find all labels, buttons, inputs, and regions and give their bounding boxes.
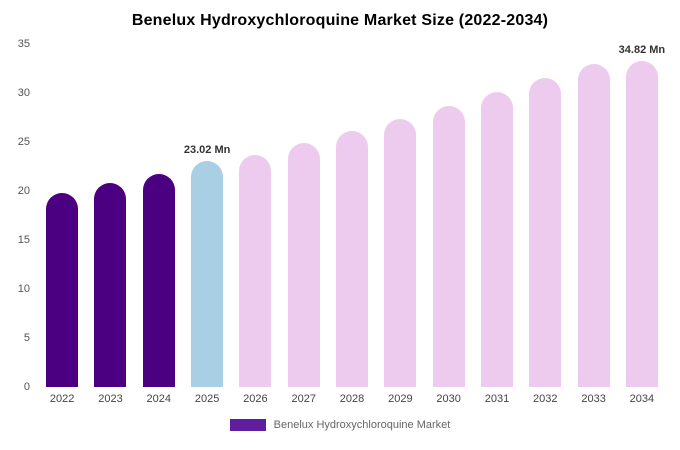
bar-2025 — [191, 161, 224, 387]
x-axis: 2022 2023 2024 2025 2026 2027 2028 2029 2030 2031… — [38, 393, 666, 405]
y-tick-label: 15 — [17, 234, 30, 246]
bar-slot-2022 — [38, 44, 86, 387]
bar-2027 — [287, 142, 320, 387]
bar-slot-2030 — [425, 44, 473, 387]
x-tick-label-2026: 2026 — [243, 393, 268, 405]
y-tick-label: 10 — [17, 283, 30, 295]
bar-value-label-2034: 34.82 Mn — [618, 44, 666, 56]
y-tick-label: 30 — [17, 87, 30, 99]
bar-2023 — [94, 183, 127, 387]
x-tick-label-2025: 2025 — [194, 393, 220, 405]
bar-slot-2028 — [328, 44, 376, 387]
bar-2029 — [384, 119, 417, 387]
x-tick-label-2027: 2027 — [291, 393, 316, 405]
bar-slot-2024 — [135, 44, 183, 387]
y-tick-label: 25 — [17, 136, 30, 148]
x-tick-label-2028: 2028 — [339, 393, 365, 405]
x-tick-label-2024: 2024 — [146, 393, 172, 405]
y-tick-label: 5 — [23, 332, 30, 344]
bar-2026 — [239, 154, 272, 387]
x-tick-label-2033: 2033 — [581, 393, 606, 405]
x-tick-label-2031: 2031 — [484, 393, 510, 405]
legend-label: Benelux Hydroxychloroquine Market — [273, 419, 451, 431]
y-tick-label: 20 — [17, 185, 30, 197]
bar-2033 — [577, 63, 610, 387]
bar-2024 — [142, 174, 175, 387]
bar-slot-2033 — [569, 44, 617, 387]
bar-slot-2023 — [86, 44, 134, 387]
x-tick-label-2029: 2029 — [388, 393, 413, 405]
bar-slot-2027 — [280, 44, 328, 387]
bar-2028 — [336, 131, 369, 387]
bar-2030 — [432, 105, 465, 387]
bars-group: 23.02 Mn 34.82 Mn — [38, 44, 666, 387]
legend-swatch — [229, 419, 266, 431]
x-tick-label-2030: 2030 — [436, 393, 461, 405]
bar-slot-2026 — [231, 44, 279, 387]
bar-slot-2034: 34.82 Mn — [618, 44, 666, 387]
chart-title: Benelux Hydroxychloroquine Market Size (… — [131, 12, 549, 29]
plot-area: 0 5 10 15 20 25 30 35 23.02 Mn 34.82 Mn — [8, 38, 666, 393]
bar-slot-2029 — [376, 44, 424, 387]
y-tick-label: 0 — [23, 381, 30, 393]
x-tick-label-2022: 2022 — [49, 393, 75, 405]
bar-slot-2032 — [521, 44, 569, 387]
bar-slot-2025: 23.02 Mn — [183, 44, 231, 387]
bar-2032 — [529, 78, 562, 387]
bar-2034 — [625, 61, 658, 387]
x-tick-label-2032: 2032 — [533, 393, 558, 405]
x-tick-label-2023: 2023 — [98, 393, 123, 405]
legend: Benelux Hydroxychloroquine Market — [0, 419, 680, 431]
bar-2031 — [480, 92, 513, 387]
bar-slot-2031 — [473, 44, 521, 387]
x-tick-label-2034: 2034 — [629, 393, 655, 405]
y-tick-label: 35 — [17, 38, 30, 50]
bar-value-label-2025: 23.02 Mn — [183, 144, 231, 157]
bar-2022 — [46, 192, 79, 387]
